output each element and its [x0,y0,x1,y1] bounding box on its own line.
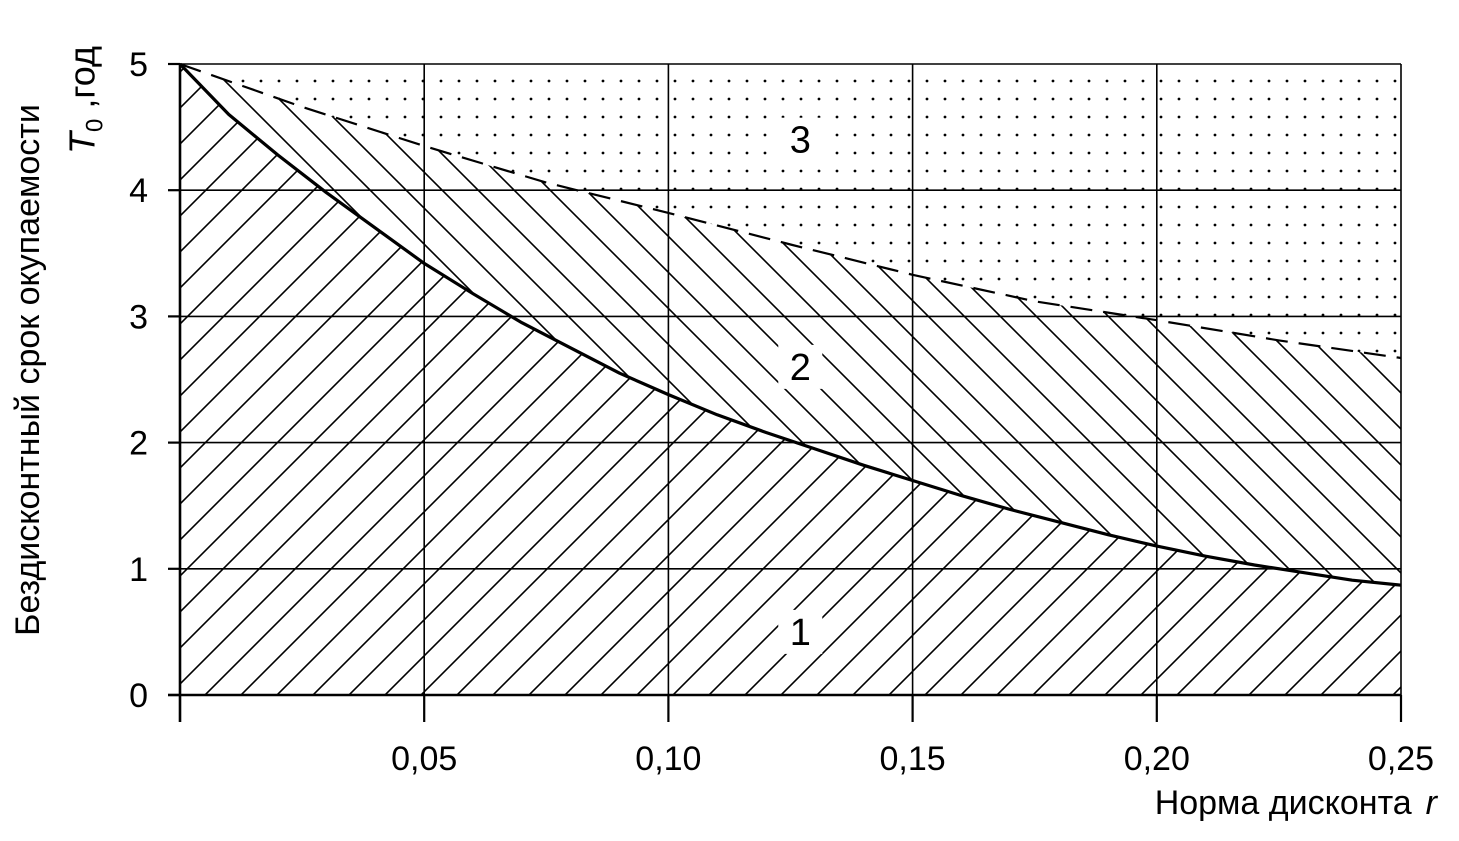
y-tick-label: 1 [129,551,148,589]
y-tick-label: 0 [129,677,148,715]
x-tick-label: 0,25 [1368,740,1434,778]
x-axis-title: Норма дисконта r [1155,784,1437,823]
region-3-area [180,64,1401,358]
y-axis-title: Бездисконтный срок окупаемости [9,104,47,636]
region-label-3: 3 [790,120,811,162]
y-tick-label: 4 [129,172,148,210]
y-axis-symbol-t: T [61,131,103,154]
x-tick-label: 0,15 [880,740,946,778]
region-2-area [180,64,1401,586]
series-solid-line [178,62,1402,587]
region-1-area [180,64,1401,695]
region-label-bg [778,117,823,162]
y-axis-symbol: T0 ,год [61,46,109,154]
x-axis-title-text: Норма дисконта [1154,784,1412,822]
x-tick-label: 0,05 [391,740,457,778]
y-tick-label: 2 [129,425,148,463]
y-tick-label: 3 [129,298,148,336]
x-axis-symbol: r [1425,784,1437,822]
region-label-1: 1 [790,612,811,654]
y-tick-label: 5 [129,46,148,84]
x-tick-label: 0,10 [635,740,701,778]
region-label-bg [778,344,823,389]
y-axis-unit: ,год [61,46,103,109]
region-label-bg [778,609,823,654]
y-axis-symbol-subscript: 0 [81,118,109,132]
series-dashed-line [179,62,1402,360]
region-label-2: 2 [790,347,811,389]
x-tick-label: 0,20 [1124,740,1190,778]
